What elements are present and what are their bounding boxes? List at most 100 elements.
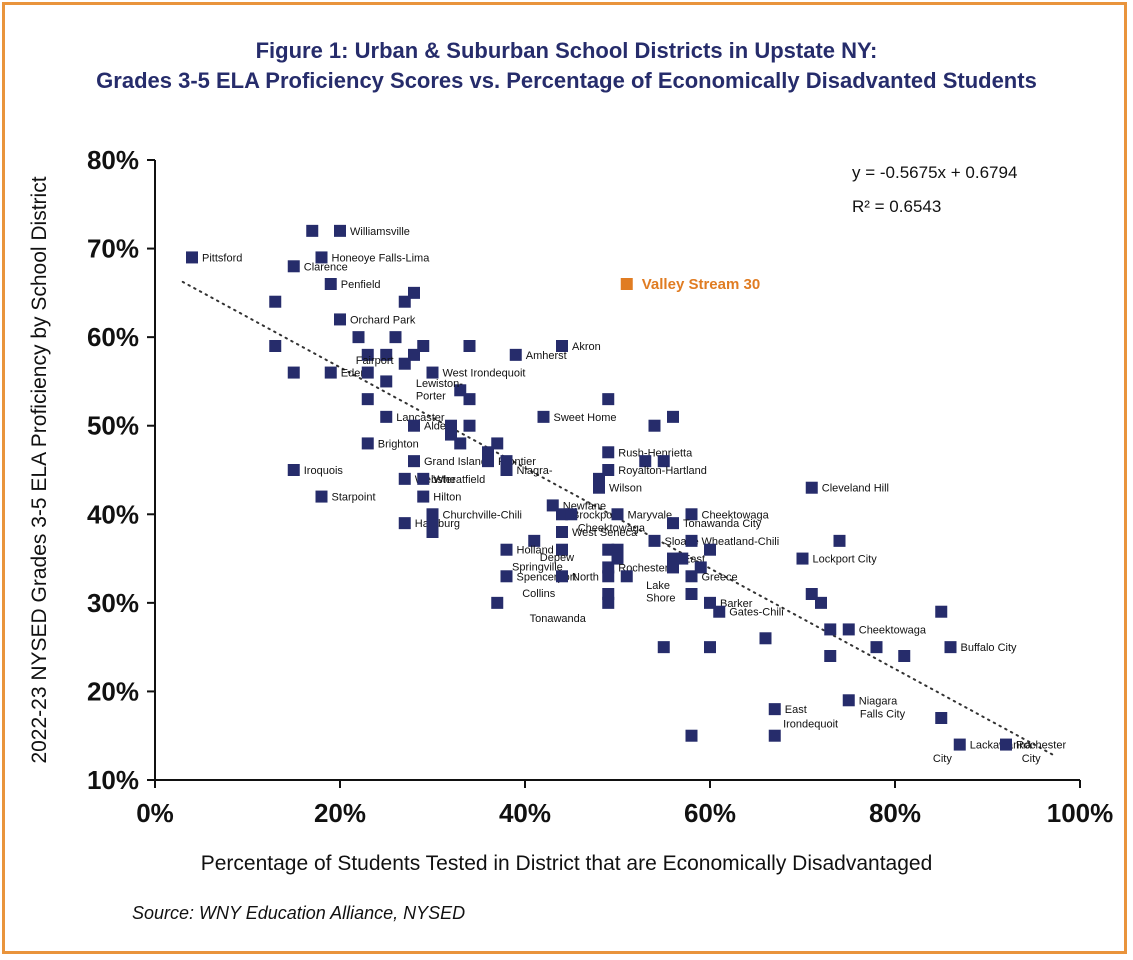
r-squared: R² = 0.6543: [852, 197, 941, 216]
data-point: [408, 419, 420, 432]
data-point: [676, 552, 689, 565]
point-label: Clarence: [304, 261, 348, 273]
data-point: [556, 508, 568, 521]
data-point: [361, 348, 374, 361]
y-tick-label: 50%: [87, 411, 139, 441]
y-tick-label: 30%: [87, 588, 139, 618]
point-label: Pittsford: [202, 252, 242, 264]
data-point: [805, 588, 818, 600]
point-label: Lockport City: [813, 554, 878, 566]
point-label: Honeoye Falls-Lima: [332, 252, 431, 264]
data-point: [815, 596, 827, 609]
point-label: Collins: [522, 588, 556, 600]
data-point: [667, 561, 679, 574]
data-point: [796, 552, 809, 565]
x-tick-label: 100%: [1047, 798, 1114, 828]
data-point: [648, 534, 661, 547]
data-point: [657, 641, 670, 654]
trend-equation: y = -0.5675x + 0.6794: [852, 163, 1017, 182]
point-label: Starpoint: [332, 492, 376, 504]
data-point: [186, 251, 198, 264]
data-point: [556, 340, 568, 352]
title-line-2: Grades 3-5 ELA Proficiency Scores vs. Pe…: [96, 68, 1037, 93]
data-point: [426, 526, 439, 538]
point-label: Maryvale: [628, 509, 673, 521]
data-point: [398, 357, 411, 370]
data-point: [287, 366, 300, 379]
data-point: [380, 410, 393, 423]
data-point: [482, 455, 494, 468]
point-label: Wilson: [609, 483, 642, 495]
point-label: Tonawanda City: [683, 518, 762, 530]
point-label: Barker: [720, 598, 753, 610]
point-label: Cleveland Hill: [822, 483, 889, 495]
data-point: [685, 729, 698, 742]
data-point: [611, 552, 624, 565]
data-point: [380, 375, 393, 388]
point-label: Shore: [646, 593, 675, 605]
data-point: [463, 340, 476, 352]
data-point: [324, 278, 337, 290]
point-label: Brighton: [378, 438, 419, 450]
data-point: [334, 224, 346, 237]
y-tick-label: 10%: [87, 765, 139, 795]
data-point: [417, 472, 430, 485]
point-label: Greece: [702, 571, 738, 583]
data-point: [713, 605, 726, 618]
data-point: [833, 534, 846, 547]
data-point: [824, 623, 837, 636]
point-label: Churchville-Chili: [443, 509, 522, 521]
y-tick-label: 20%: [87, 676, 139, 706]
point-label: North: [572, 571, 599, 583]
point-label: Porter: [416, 391, 446, 403]
data-point: [620, 570, 633, 583]
data-point: [463, 419, 476, 432]
data-point: [306, 224, 319, 237]
x-tick-label: 80%: [869, 798, 921, 828]
source-note: Source: WNY Education Alliance, NYSED: [132, 903, 466, 923]
data-point: [287, 260, 300, 273]
data-point: [445, 428, 457, 441]
y-tick-label: 80%: [87, 145, 139, 175]
data-point: [602, 446, 615, 459]
data-point: [556, 526, 568, 538]
point-label: Falls City: [860, 709, 906, 721]
data-point: [805, 481, 818, 494]
data-point: [463, 393, 476, 406]
data-point: [685, 588, 698, 600]
point-label: Iroquois: [304, 465, 344, 477]
data-point: [935, 712, 948, 724]
data-point: [454, 384, 467, 397]
data-point: [491, 437, 504, 450]
point-label: Tonawanda: [530, 613, 587, 625]
data-point: [315, 251, 328, 264]
data-point: [704, 641, 716, 654]
point-label: West Seneca: [572, 527, 638, 539]
data-point: [269, 340, 282, 352]
title-line-1: Urban & Suburban School Districts in Ups…: [354, 38, 878, 63]
data-point: [824, 650, 837, 662]
data-point: [759, 632, 772, 645]
data-point: [287, 464, 300, 476]
y-tick-label: 40%: [87, 499, 139, 529]
point-label: Cheektowaga: [578, 523, 646, 535]
point-label: East: [785, 704, 807, 716]
data-point: [704, 596, 716, 609]
data-point: [361, 366, 374, 379]
y-tick-label: 70%: [87, 234, 139, 264]
data-point: [898, 650, 911, 662]
data-point: [398, 295, 411, 308]
data-point: [565, 508, 578, 521]
chart-title: Figure 1: Urban & Suburban School Distri…: [0, 36, 1133, 96]
highlight-point: [620, 278, 633, 290]
point-label: Rochester: [1016, 740, 1066, 752]
point-label: City: [1022, 753, 1041, 765]
data-point: [944, 641, 957, 654]
point-label: Cheektowaga: [859, 624, 927, 636]
data-point: [602, 464, 615, 476]
x-tick-label: 60%: [684, 798, 736, 828]
data-point: [768, 703, 781, 716]
data-point: [685, 508, 698, 521]
data-point: [417, 490, 430, 503]
